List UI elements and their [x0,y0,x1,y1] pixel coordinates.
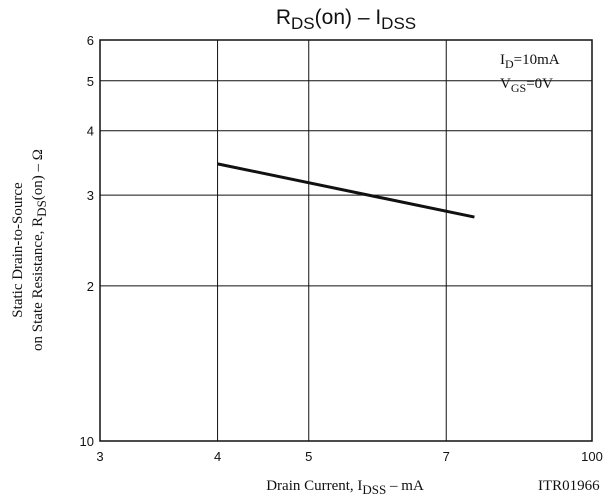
label-part: on State Resistance, R [30,217,46,351]
x-tick-label: 5 [305,449,312,464]
label-part: Drain Current, I [266,478,362,494]
annotation-part: I [500,52,505,68]
x-tick-label: 7 [443,449,450,464]
y-tick-label: 5 [87,74,94,89]
annotation-part: =10mA [514,52,560,68]
annotation-part: D [505,57,514,71]
y-tick-label: 3 [87,188,94,203]
label-part: – mA [386,478,424,494]
title-part: R [276,6,291,29]
x-axis-label: Drain Current, IDSS – mA [266,478,424,497]
label-part: DSS [362,482,386,497]
annotation-part: GS [511,81,526,95]
y-label-line: on State Resistance, RDS(on) – Ω [30,149,49,351]
chart-title: RDS(on) – IDSS [276,6,416,33]
annotation-part: =0V [526,76,553,92]
label-part: (on) – Ω [30,149,46,200]
figure-code: ITR01966 [538,478,600,494]
plot-frame [99,39,593,442]
y-tick-label: 10 [80,434,94,449]
x-tick-label: 3 [96,449,103,464]
title-part: DS [291,14,315,33]
y-tick-label: 2 [87,279,94,294]
y-tick-label: 4 [87,124,94,139]
data-line [217,162,475,219]
title-part: DSS [381,14,416,33]
annotation: ID=10mA [500,52,560,71]
x-tick-label: 4 [214,449,221,464]
annotation-bg [492,44,588,96]
title-part: (on) – I [315,6,382,29]
y-label-line: Static Drain-to-Source [10,182,26,318]
x-tick-label: 100 [581,449,603,464]
annotation-part: V [500,76,511,92]
y-axis-label: Static Drain-to-Source on State Resistan… [10,149,49,351]
label-part: DS [34,200,49,217]
annotation: VGS=0V [500,76,553,95]
y-tick-label: 6 [87,33,94,48]
